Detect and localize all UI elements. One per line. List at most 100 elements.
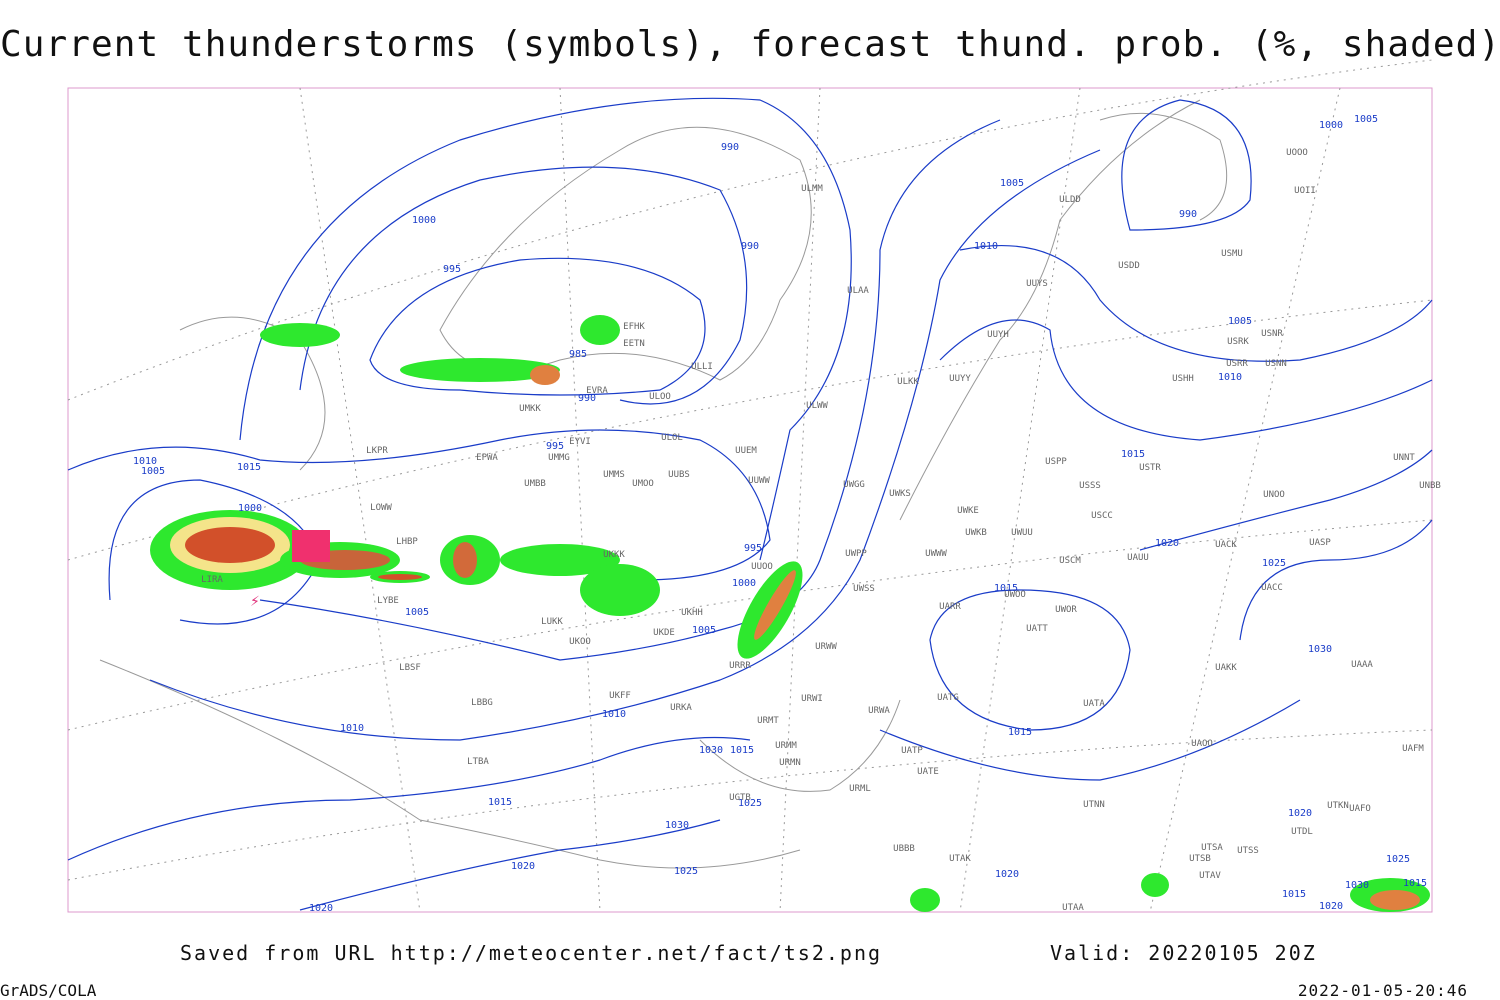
isobar-label: 1030	[665, 820, 689, 831]
station-label: ULMM	[801, 184, 823, 194]
station-label: UATE	[917, 767, 939, 777]
station-label: LKPR	[366, 446, 388, 456]
station-label: UKDE	[653, 628, 675, 638]
isobar-label: 1010	[1218, 372, 1242, 383]
station-label: UATA	[1083, 699, 1105, 709]
map-labels: 9901000995990985990995100599010001005101…	[133, 114, 1441, 914]
isobar-label: 1020	[511, 861, 535, 872]
station-label: UACC	[1261, 583, 1283, 593]
station-label: ULLI	[691, 362, 713, 372]
isobar-label: 1010	[340, 723, 364, 734]
isobar-label: 1005	[1000, 178, 1024, 189]
station-label: UARR	[939, 602, 961, 612]
station-label: UNNT	[1393, 453, 1415, 463]
station-label: USDD	[1118, 261, 1140, 271]
station-label: UTNN	[1083, 800, 1105, 810]
isobar-label: 1020	[1155, 538, 1179, 549]
station-label: UTAA	[1062, 903, 1084, 913]
station-label: UGTB	[729, 793, 751, 803]
isobar-label: 1030	[699, 745, 723, 756]
station-label: LBBG	[471, 698, 493, 708]
isobar-label: 1005	[1354, 114, 1378, 125]
station-label: LUKK	[541, 617, 563, 627]
graticule	[67, 59, 1433, 913]
station-label: EYVI	[569, 437, 591, 447]
station-label: URWA	[868, 706, 890, 716]
station-label: URKA	[670, 703, 692, 713]
isobar-label: 1025	[738, 798, 762, 809]
station-label: UMOO	[632, 479, 654, 489]
source-url: Saved from URL http://meteocenter.net/fa…	[180, 941, 882, 965]
station-label: USHH	[1172, 374, 1194, 384]
station-label: UOOO	[1286, 148, 1308, 158]
station-label: UTSB	[1189, 854, 1211, 864]
isobar-label: 985	[569, 349, 587, 360]
title: Current thunderstorms (symbols), forecas…	[0, 24, 1500, 65]
valid-time: Valid: 20220105 20Z	[1050, 941, 1317, 965]
map: ⚡ 99010009959909859909951005990100010051…	[67, 59, 1441, 914]
station-label: UWPP	[845, 549, 867, 559]
isobar-label: 1010	[602, 709, 626, 720]
station-label: USNR	[1261, 329, 1283, 339]
isobar-label: 1005	[405, 607, 429, 618]
software: GrADS/COLA	[0, 981, 97, 1000]
station-label: UTDL	[1291, 827, 1313, 837]
station-label: UKOO	[569, 637, 591, 647]
isobar-label: 990	[741, 241, 759, 252]
station-label: EVRA	[586, 386, 608, 396]
station-label: UWKB	[965, 528, 987, 538]
station-label: UAUU	[1127, 553, 1149, 563]
station-label: UUYS	[1026, 279, 1048, 289]
isobar-label: 1020	[309, 903, 333, 914]
isobar-label: 1000	[238, 503, 262, 514]
station-label: ULWW	[806, 401, 828, 411]
station-label: UNBB	[1419, 481, 1441, 491]
station-label: ULOO	[649, 392, 671, 402]
isobar-label: 1015	[1282, 889, 1306, 900]
isobar-label: 1015	[237, 462, 261, 473]
station-label: ULDD	[1059, 195, 1081, 205]
station-label: LBSF	[399, 663, 421, 673]
station-label: UATP	[901, 746, 923, 756]
station-label: UUYY	[949, 374, 971, 384]
station-label: UWSS	[853, 584, 875, 594]
station-label: UWKS	[889, 489, 911, 499]
station-label: ULOL	[661, 433, 683, 443]
isobar-label: 1005	[1228, 316, 1252, 327]
isobar-label: 1000	[412, 215, 436, 226]
station-label: EFHK	[623, 322, 645, 332]
station-label: USPP	[1045, 457, 1067, 467]
station-label: UTAV	[1199, 871, 1221, 881]
isobar-label: 1030	[1308, 644, 1332, 655]
isobar-label: 990	[1179, 209, 1197, 220]
isobar-label: 1015	[1403, 878, 1427, 889]
station-label: UAAA	[1351, 660, 1373, 670]
station-label: USNN	[1265, 359, 1287, 369]
station-label: UUWW	[748, 476, 770, 486]
station-label: UOII	[1294, 186, 1316, 196]
station-label: UWKE	[957, 506, 979, 516]
isobar-label: 1005	[692, 625, 716, 636]
station-label: UTKN	[1327, 801, 1349, 811]
isobar-label: 1015	[730, 745, 754, 756]
station-label: UNOO	[1263, 490, 1285, 500]
isobar-label: 995	[546, 441, 564, 452]
isobar-label: 1000	[1319, 120, 1343, 131]
isobars	[67, 97, 1433, 911]
isobar-label: 1015	[1008, 727, 1032, 738]
station-label: UAOO	[1191, 739, 1213, 749]
isobar-label: 995	[744, 543, 762, 554]
station-label: UMKK	[519, 404, 541, 414]
station-label: USRR	[1226, 359, 1248, 369]
isobar-label: 990	[578, 393, 596, 404]
station-label: UTSA	[1201, 843, 1223, 853]
station-label: UMBB	[524, 479, 546, 489]
station-label: UKHH	[681, 608, 703, 618]
station-label: URML	[849, 784, 871, 794]
station-label: UATT	[1026, 624, 1048, 634]
station-label: UMMS	[603, 470, 625, 480]
isobar-label: 1020	[995, 869, 1019, 880]
station-label: LIRA	[201, 575, 223, 585]
station-label: UWOO	[1004, 590, 1026, 600]
isobar-label: 1030	[1345, 880, 1369, 891]
